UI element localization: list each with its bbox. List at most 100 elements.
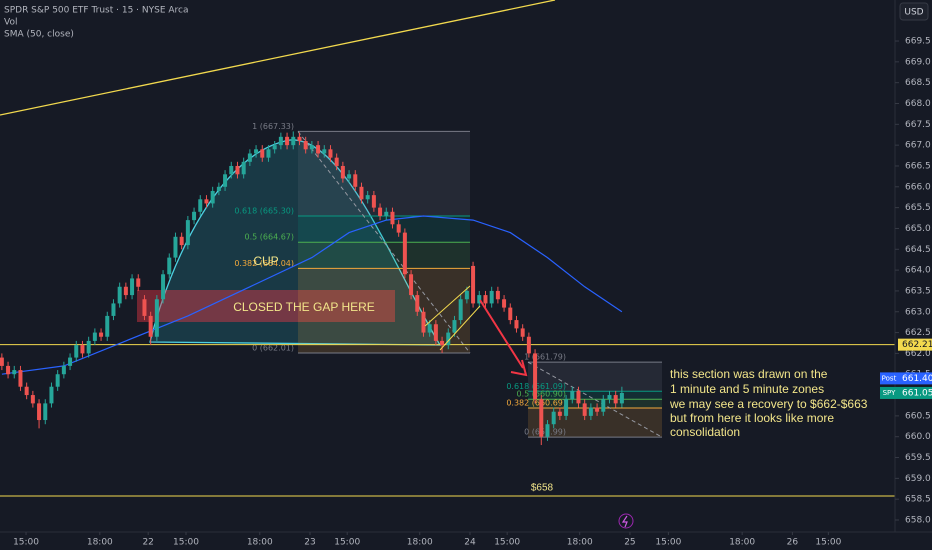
candle-body <box>378 207 383 216</box>
price-box <box>898 338 932 351</box>
candle-body <box>61 365 66 375</box>
candle-body <box>278 136 283 146</box>
candle-body <box>291 136 296 146</box>
x-tick-label: 18:00 <box>87 538 113 548</box>
arrow-head <box>510 359 528 377</box>
candle-body <box>446 332 451 346</box>
currency-label: USD <box>904 8 923 18</box>
candle-body <box>74 345 79 358</box>
candle-body <box>384 211 389 216</box>
price-box-label: 662.21 <box>902 340 932 350</box>
candle-body <box>99 332 104 337</box>
cup-shape <box>149 139 442 346</box>
candle-body <box>185 220 190 246</box>
y-tick-label: 658.0 <box>905 516 931 526</box>
candle-body <box>340 165 345 179</box>
gap-label: CLOSED THE GAP HERE <box>233 300 375 314</box>
candle-body <box>359 186 364 200</box>
marker-tag <box>880 372 898 385</box>
x-tick-label: 15:00 <box>13 538 39 548</box>
note-line: but from here it looks like more <box>670 411 834 425</box>
candle-body <box>266 149 271 158</box>
candle-body <box>229 165 234 175</box>
y-tick-label: 663.0 <box>905 307 931 317</box>
candle-body <box>92 332 97 341</box>
candle-body <box>601 399 606 412</box>
fib-label: 0 (662.01) <box>252 343 294 352</box>
candle-body <box>545 424 550 437</box>
note-line: this section was drawn on the <box>670 367 828 381</box>
candle-body <box>161 274 166 300</box>
y-tick-label: 669.0 <box>905 57 931 67</box>
y-tick-label: 667.5 <box>905 120 931 130</box>
cup-label: CUP <box>253 254 278 268</box>
candle-body <box>43 403 48 421</box>
price-axis <box>895 0 932 550</box>
x-tick-label: 22 <box>142 538 153 548</box>
currency-button[interactable] <box>899 2 929 21</box>
sma-line <box>1 215 623 375</box>
x-tick-label: 15:00 <box>655 538 681 548</box>
marker-name: Post <box>882 374 897 382</box>
channel-line <box>424 285 471 327</box>
candle-body <box>30 395 35 404</box>
y-tick-label: 669.5 <box>905 37 931 47</box>
candle-body <box>514 320 519 329</box>
candle-body <box>607 395 612 400</box>
fib-label: 0.382 (664.04) <box>234 259 294 268</box>
y-tick-label: 662.5 <box>905 328 931 338</box>
candle-body <box>347 174 352 179</box>
marker-box <box>898 386 932 399</box>
candle-body <box>24 386 29 396</box>
y-tick-label: 666.5 <box>905 161 931 171</box>
marker-name: SPY <box>883 389 897 397</box>
candle-body <box>123 286 128 296</box>
candle-body <box>322 149 327 154</box>
y-tick-label: 660.0 <box>905 432 931 442</box>
event-icon[interactable] <box>618 513 634 529</box>
candle-body <box>272 145 277 150</box>
candle-body <box>260 149 265 158</box>
candle-body <box>198 199 203 212</box>
marker-tag <box>880 386 898 399</box>
candle-body <box>241 161 246 175</box>
event-bolt <box>621 515 628 528</box>
candle-body <box>303 140 308 150</box>
candle-body <box>37 403 42 421</box>
drawings-front: CUP CLOSED THE GAP HERE $658 this sectio… <box>233 254 868 529</box>
x-tick-label: 15:00 <box>815 538 841 548</box>
candle-body <box>130 278 135 296</box>
arrow-shaft <box>479 299 524 369</box>
y-tick-label: 668.5 <box>905 78 931 88</box>
candle-body <box>508 307 513 321</box>
candle-body <box>421 311 426 333</box>
candle-body <box>495 290 500 300</box>
candle-body <box>86 340 91 354</box>
fib-band <box>298 242 470 269</box>
y-tick-label: 665.5 <box>905 203 931 213</box>
channel-line <box>439 305 481 351</box>
candle-body <box>6 365 11 375</box>
candle-body <box>588 407 593 416</box>
indicator-label: Vol <box>4 18 17 28</box>
axes: 658.0658.5659.0659.5660.0660.5661.0661.5… <box>13 37 932 548</box>
candle-body <box>582 403 587 416</box>
candle-body <box>204 199 209 204</box>
candle-body <box>452 320 457 333</box>
y-tick-label: 662.0 <box>905 349 931 359</box>
candle-body <box>142 299 147 316</box>
indicator-label: SMA (50, close) <box>4 30 74 40</box>
candle-body <box>167 257 172 275</box>
candle-body <box>353 174 358 187</box>
fib-band <box>528 407 662 438</box>
candle-body <box>297 136 302 141</box>
candle-body <box>80 345 85 354</box>
fib-band <box>298 268 470 353</box>
candle-body <box>595 407 600 412</box>
x-tick-label: 18:00 <box>247 538 273 548</box>
note-line: consolidation <box>670 425 740 439</box>
candle-body <box>464 290 469 300</box>
fib-label: 0.382 (660.69) <box>506 398 566 407</box>
